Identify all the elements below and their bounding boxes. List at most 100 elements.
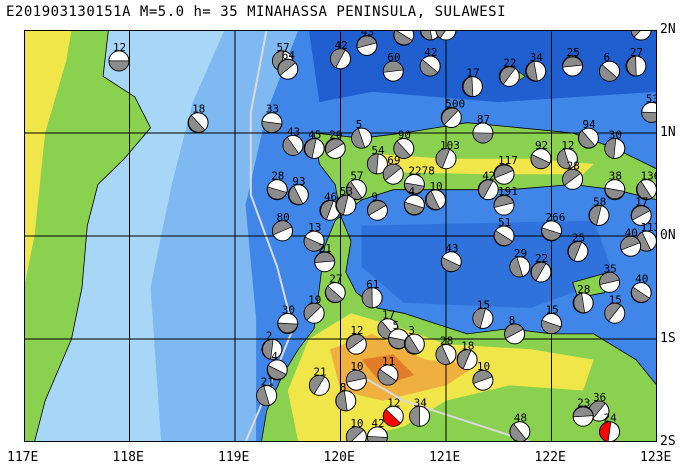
focal-mechanism[interactable]: 21 (314, 242, 336, 273)
beachball-compression (573, 292, 586, 314)
beachball-compression (636, 180, 653, 200)
beachball-compression (330, 48, 346, 69)
focal-mechanism[interactable]: 4 (266, 350, 288, 381)
focal-mechanisms-layer[interactable]: 1218576433434520289346801354243335935604… (108, 30, 657, 442)
focal-mechanism[interactable]: 10 (424, 180, 446, 211)
focal-mechanism[interactable]: 20 (324, 128, 346, 159)
focal-mechanism[interactable]: 45 (303, 128, 325, 159)
focal-mechanism[interactable]: 191 (493, 185, 518, 216)
focal-mechanism[interactable]: 8 (335, 381, 357, 412)
focal-mechanism[interactable]: 12 (556, 139, 578, 170)
focal-mechanism[interactable]: 8 (504, 314, 526, 345)
focal-mechanism[interactable]: 33 (261, 103, 283, 134)
focal-mechanism[interactable]: 35 (435, 30, 457, 41)
map-canvas[interactable]: 1218576433434520289346801354243335935604… (24, 30, 657, 442)
focal-mechanism[interactable]: 40 (620, 226, 642, 257)
focal-mechanism[interactable]: 136 (635, 170, 657, 201)
focal-mechanism[interactable]: 23 (572, 396, 594, 427)
mechanism-label: 22 (535, 252, 548, 265)
focal-mechanism[interactable]: 17 (461, 67, 483, 98)
focal-mechanism[interactable]: 3 (403, 324, 425, 355)
focal-mechanism[interactable]: 11 (377, 355, 399, 386)
focal-mechanism[interactable]: 29 (509, 247, 531, 278)
focal-mechanism[interactable]: 19 (303, 293, 325, 324)
focal-mechanism[interactable]: 21 (308, 365, 330, 396)
focal-mechanism[interactable]: 17 (630, 195, 652, 226)
focal-mechanism[interactable]: 59 (419, 30, 441, 41)
focal-mechanism[interactable]: 53 (641, 92, 657, 123)
focal-mechanism[interactable]: 34 (409, 396, 431, 427)
focal-mechanism[interactable]: 2 (261, 329, 283, 360)
focal-mechanism[interactable]: 28 (572, 283, 594, 314)
focal-mechanism[interactable]: 15 (472, 298, 494, 329)
focal-mechanism[interactable]: 92 (530, 139, 552, 170)
focal-mechanism[interactable]: 24 (599, 412, 621, 442)
focal-mechanism[interactable]: 12 (345, 324, 367, 355)
focal-mechanism[interactable]: 25 (562, 46, 584, 77)
seismic-map[interactable]: 1218576433434520289346801354243335935604… (24, 30, 657, 442)
focal-mechanism[interactable]: 4 (403, 185, 425, 216)
focal-mechanism[interactable]: 13 (303, 221, 325, 252)
focal-mechanism[interactable]: 35 (599, 262, 621, 293)
focal-mechanism[interactable]: 93 (287, 175, 309, 206)
focal-mechanism[interactable]: 43 (356, 30, 378, 56)
focal-mechanism[interactable]: 60 (382, 51, 404, 82)
focal-mechanism[interactable]: 87 (472, 113, 494, 144)
focal-mechanism[interactable]: 17 (630, 30, 652, 41)
focal-mechanism[interactable]: 10 (345, 417, 367, 442)
focal-mechanism[interactable]: 28 (562, 159, 584, 190)
focal-mechanism[interactable]: 25 (567, 231, 589, 262)
focal-mechanism[interactable]: 54 (366, 144, 388, 175)
focal-mechanism[interactable]: 117 (493, 154, 518, 185)
focal-mechanism[interactable]: 22 (498, 56, 520, 87)
focal-mechanism[interactable]: 27 (625, 46, 647, 77)
focal-mechanism[interactable]: 42 (330, 39, 351, 70)
focal-mechanism[interactable]: 40 (630, 273, 652, 304)
focal-mechanism[interactable]: 15 (541, 304, 562, 335)
focal-mechanism[interactable]: 30 (604, 128, 626, 159)
focal-mechanism[interactable]: 57 (345, 170, 367, 201)
focal-mechanism[interactable]: 22 (530, 252, 552, 283)
focal-mechanism[interactable]: 2278 (403, 165, 435, 195)
focal-mechanism[interactable]: 27 (324, 273, 346, 304)
focal-mechanism[interactable]: 10 (472, 360, 494, 391)
focal-mechanism[interactable]: 53 (335, 185, 357, 216)
focal-mechanism[interactable]: 42 (477, 170, 499, 201)
focal-mechanism[interactable]: 80 (271, 211, 293, 242)
focal-mechanism[interactable]: 58 (588, 195, 610, 226)
focal-mechanism[interactable]: 5 (351, 118, 373, 149)
focal-mechanism[interactable]: 42 (366, 417, 388, 442)
focal-mechanism[interactable]: 266 (541, 211, 566, 242)
focal-mechanism[interactable]: 94 (577, 118, 599, 149)
focal-mechanism[interactable]: 18 (187, 103, 209, 134)
focal-mechanism[interactable]: 64 (277, 49, 299, 80)
focal-mechanism[interactable]: 10 (345, 360, 367, 391)
focal-mechanism[interactable]: 12 (382, 396, 404, 427)
focal-mechanism[interactable]: 61 (361, 278, 383, 309)
focal-mechanism[interactable]: 69 (382, 154, 404, 185)
focal-mechanism[interactable]: 103 (435, 139, 460, 170)
focal-mechanism[interactable]: 38 (604, 170, 626, 201)
focal-mechanism[interactable]: 46 (319, 190, 341, 221)
focal-mechanism[interactable]: 12 (108, 41, 130, 72)
beachball-compression (393, 30, 413, 46)
focal-mechanism[interactable]: 6 (599, 51, 621, 82)
focal-mechanism[interactable]: 9 (366, 190, 388, 221)
focal-mechanism[interactable]: 30 (277, 304, 299, 335)
focal-mechanism[interactable]: 28 (266, 170, 288, 201)
focal-mechanism[interactable]: 5 (388, 319, 410, 350)
focal-mechanism[interactable]: 43 (440, 242, 462, 273)
focal-mechanism[interactable]: 43 (282, 125, 304, 156)
focal-mechanism[interactable]: 34 (525, 51, 547, 82)
focal-mechanism[interactable]: 500 (440, 98, 465, 129)
beachball-compression (493, 195, 515, 208)
focal-mechanism[interactable]: 15 (604, 293, 626, 324)
focal-mechanism[interactable]: 18 (456, 340, 478, 371)
focal-mechanism[interactable]: 48 (509, 412, 531, 442)
focal-mechanism[interactable]: 21 (256, 376, 278, 407)
focal-mechanism[interactable]: 90 (393, 128, 415, 159)
focal-mechanism[interactable]: 33 (393, 30, 415, 46)
focal-mechanism[interactable]: 28 (435, 334, 457, 365)
focal-mechanism[interactable]: 51 (493, 216, 515, 247)
focal-mechanism[interactable]: 42 (419, 46, 441, 77)
